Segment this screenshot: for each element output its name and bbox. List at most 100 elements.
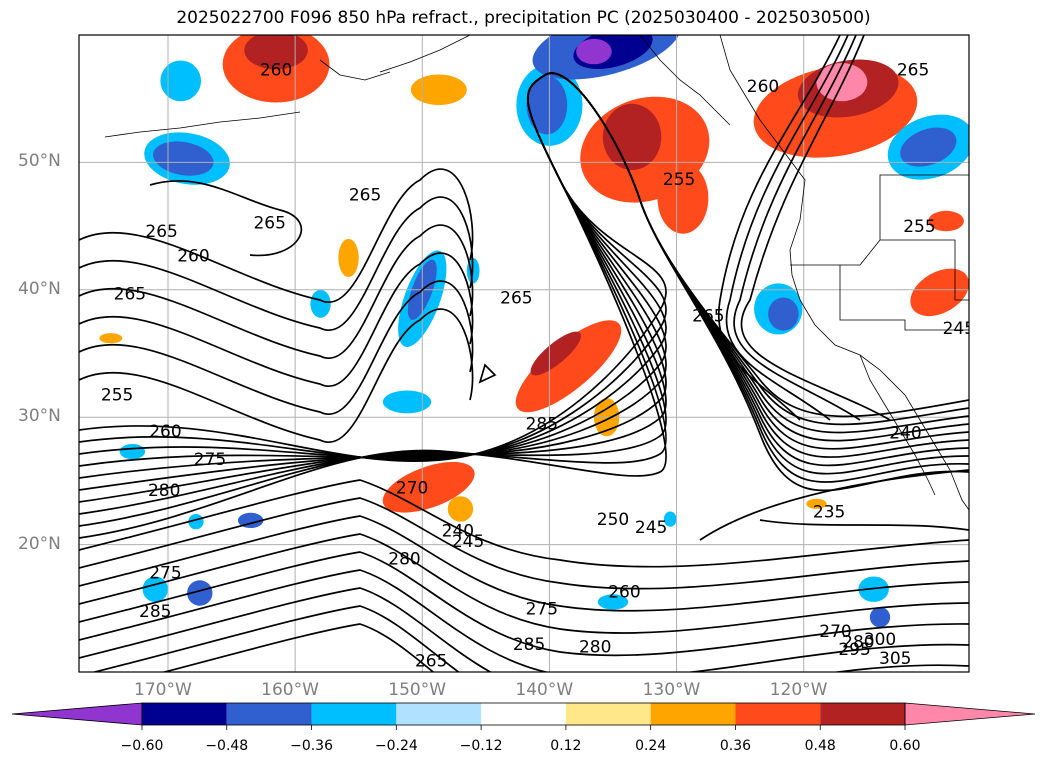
shade-cell xyxy=(602,103,662,171)
contour-label: 235 xyxy=(813,502,845,522)
contour-line xyxy=(79,168,474,304)
contour-line xyxy=(79,479,969,568)
shade-cell xyxy=(410,74,467,106)
map-title: 2025022700 F096 850 hPa refract., precip… xyxy=(176,8,871,28)
lon-label: 170°W xyxy=(134,680,192,700)
map-frame xyxy=(78,34,970,673)
colorbar-swatch xyxy=(226,703,312,725)
colorbar-swatch xyxy=(565,703,651,725)
contour-label: 275 xyxy=(526,599,558,619)
contour-label: 275 xyxy=(149,564,181,584)
contour-label: 265 xyxy=(145,222,177,242)
contour-label: 255 xyxy=(101,385,133,405)
refractivity-contours xyxy=(79,35,969,672)
shade-cell xyxy=(910,268,969,317)
coastline xyxy=(859,354,936,496)
shade-cell xyxy=(576,38,612,65)
contour-line xyxy=(717,35,841,421)
colorbar-swatch xyxy=(142,703,227,725)
colorbar-swatch xyxy=(735,703,821,725)
contour-label: 265 xyxy=(114,285,146,305)
colorbar-tick-label: 0.12 xyxy=(550,738,582,754)
contour-label: 255 xyxy=(663,170,695,190)
precipitation-shading xyxy=(99,35,969,628)
contour-label: 305 xyxy=(879,649,911,669)
shade-cell xyxy=(119,443,146,460)
contour-label: 285 xyxy=(526,415,558,435)
contour-line xyxy=(478,363,497,384)
coastline xyxy=(319,59,391,81)
contour-label: 285 xyxy=(139,602,171,622)
colorbar-tick-label: −0.60 xyxy=(120,738,164,754)
contour-label: 245 xyxy=(635,518,667,538)
contour-line xyxy=(79,280,474,416)
shade-cell xyxy=(188,514,204,530)
contour-label: 245 xyxy=(943,319,975,339)
contour-line xyxy=(759,519,969,531)
contour-line xyxy=(161,623,435,672)
colorbar-swatch xyxy=(650,703,736,725)
gridlines xyxy=(79,35,969,672)
contour-label: 260 xyxy=(177,246,209,266)
contour-line xyxy=(740,35,891,421)
shade-cell xyxy=(99,333,123,344)
shade-cell xyxy=(515,320,622,413)
coastline xyxy=(839,265,969,331)
contour-label: 300 xyxy=(864,630,896,650)
contour-line xyxy=(79,515,969,612)
colorbar-high-extend xyxy=(904,702,1036,726)
contour-label: 260 xyxy=(149,422,181,442)
contour-line xyxy=(725,35,849,421)
contour-label: 280 xyxy=(842,632,874,652)
shade-cell xyxy=(663,511,677,527)
contour-line xyxy=(79,308,474,444)
contour-label: 260 xyxy=(747,77,779,97)
colorbar-tick-label: 0.48 xyxy=(804,738,836,754)
colorbar-tick-label: −0.36 xyxy=(290,738,333,754)
contour-line xyxy=(733,35,861,421)
contour-line xyxy=(79,72,969,539)
contour-labels: 2602652602652652652552602752802652852702… xyxy=(101,60,975,671)
contour-label: 280 xyxy=(579,638,611,658)
colorbar-swatch xyxy=(396,703,482,725)
shade-cell xyxy=(900,127,957,167)
coastline xyxy=(104,111,301,138)
contour-label: 240 xyxy=(442,522,474,542)
shade-cell xyxy=(869,607,891,628)
contour-label: 280 xyxy=(148,481,180,501)
shade-cell xyxy=(657,162,709,234)
contour-line xyxy=(79,224,474,360)
coastline xyxy=(379,35,471,73)
contour-label: 245 xyxy=(452,532,484,552)
contour-label: 250 xyxy=(597,510,629,530)
contour-line xyxy=(91,605,460,672)
shade-cell xyxy=(187,580,213,606)
colorbar-swatch xyxy=(820,703,905,725)
contour-line xyxy=(79,533,969,634)
colorbar-tick-label: −0.12 xyxy=(459,738,503,754)
contour-label: 265 xyxy=(253,213,285,233)
lat-label: 40°N xyxy=(18,278,61,299)
contour-line xyxy=(79,569,969,672)
colorbar-frame xyxy=(141,702,906,726)
contour-line xyxy=(79,252,474,388)
contour-label: 265 xyxy=(897,60,929,80)
lon-label: 150°W xyxy=(388,680,447,700)
shade-cell xyxy=(160,60,202,102)
contour-label: 285 xyxy=(513,635,545,655)
shade-cell xyxy=(244,35,308,70)
shade-cell xyxy=(928,210,964,232)
colorbar xyxy=(11,702,1036,730)
lon-label: 120°W xyxy=(769,680,828,700)
contour-label: 240 xyxy=(889,423,921,443)
shade-cell xyxy=(597,594,629,610)
contour-label: 275 xyxy=(194,450,226,470)
coastline xyxy=(639,35,731,126)
lon-label: 140°W xyxy=(515,680,574,700)
shade-cell xyxy=(768,297,799,331)
shade-cell xyxy=(338,238,359,278)
colorbar-tick-label: 0.36 xyxy=(719,738,752,754)
shade-cell xyxy=(447,496,474,522)
contour-label: 265 xyxy=(500,288,532,308)
colorbar-tick-label: −0.24 xyxy=(374,738,418,754)
